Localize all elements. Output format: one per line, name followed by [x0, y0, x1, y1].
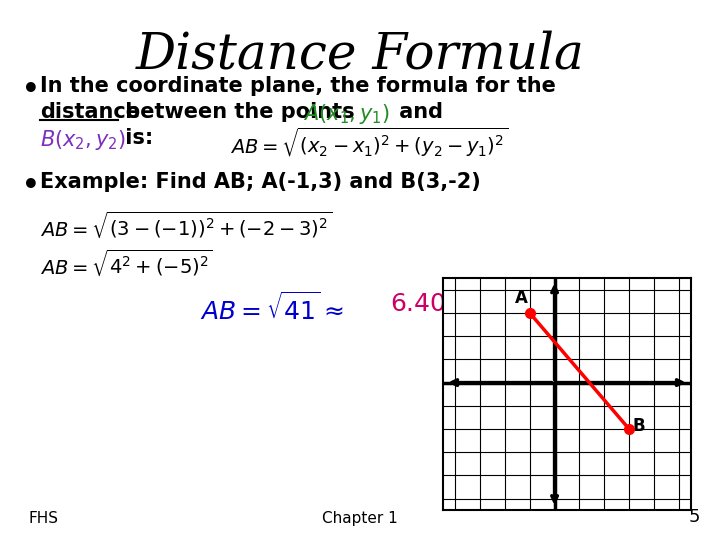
Text: Example: Find AB; A(-1,3) and B(3,-2): Example: Find AB; A(-1,3) and B(3,-2) — [40, 172, 481, 192]
Text: A: A — [515, 289, 528, 307]
Text: •: • — [22, 172, 40, 200]
Text: 5: 5 — [688, 508, 700, 526]
Text: B: B — [633, 417, 645, 435]
Text: In the coordinate plane, the formula for the: In the coordinate plane, the formula for… — [40, 76, 556, 96]
Text: $AB = \sqrt{(3-(-1))^2 + (-2-3)^2}$: $AB = \sqrt{(3-(-1))^2 + (-2-3)^2}$ — [40, 210, 333, 240]
Text: $AB = \sqrt{(x_2 - x_1)^2 + (y_2 - y_1)^2}$: $AB = \sqrt{(x_2 - x_1)^2 + (y_2 - y_1)^… — [230, 126, 508, 159]
Text: is:: is: — [118, 128, 153, 148]
Text: between the points: between the points — [118, 102, 355, 122]
Text: $AB = \sqrt{4^2 + (-5)^2}$: $AB = \sqrt{4^2 + (-5)^2}$ — [40, 248, 213, 279]
Text: FHS: FHS — [28, 511, 58, 526]
Text: distance: distance — [40, 102, 140, 122]
Text: $AB = \sqrt{41} \approx$: $AB = \sqrt{41} \approx$ — [200, 292, 344, 325]
Text: •: • — [22, 76, 40, 104]
Text: $A(x_1, y_1)$: $A(x_1, y_1)$ — [297, 102, 390, 126]
Text: Distance Formula: Distance Formula — [135, 30, 585, 79]
Text: $6.40$: $6.40$ — [390, 292, 446, 316]
Text: Chapter 1: Chapter 1 — [322, 511, 398, 526]
Text: and: and — [392, 102, 443, 122]
Text: $B(x_2, y_2)$: $B(x_2, y_2)$ — [40, 128, 126, 152]
